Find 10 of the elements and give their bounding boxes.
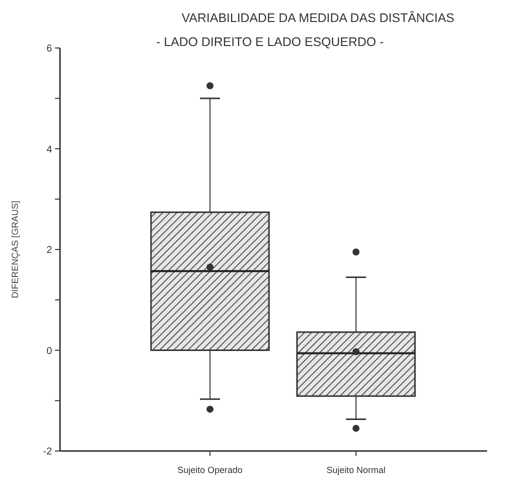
y-axis-title: DIFERENÇAS [GRAUS] [10, 200, 20, 298]
y-tick-label: 6 [46, 44, 52, 54]
y-tick-label: 4 [46, 144, 52, 156]
y-tick-label: 0 [46, 346, 52, 357]
x-tick-label: Sujeito Normal [326, 465, 386, 475]
y-tick-label: 2 [46, 245, 52, 256]
x-tick-label: Sujeito Operado [177, 465, 243, 475]
y-tick-label: -2 [43, 446, 52, 458]
chart-title: VARIABILIDADE DA MEDIDA DAS DISTÂNCIAS [182, 11, 454, 25]
chart-subtitle: - LADO DIREITO E LADO ESQUERDO - [156, 35, 384, 49]
